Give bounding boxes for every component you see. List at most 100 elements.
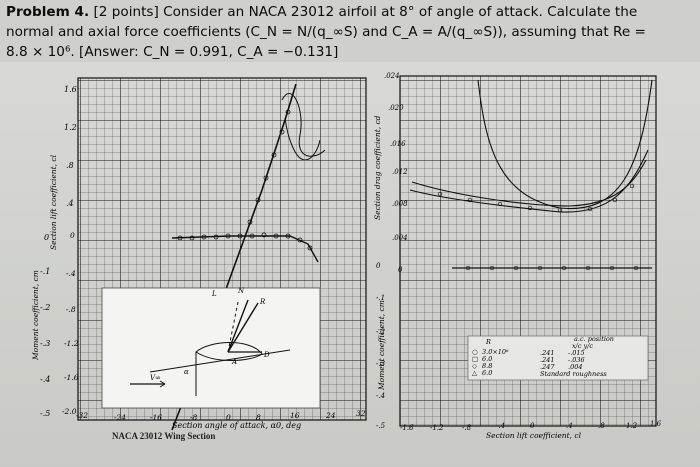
right-tick: .004	[392, 234, 408, 242]
legend-re: 3.0×10⁶	[482, 348, 509, 356]
left-tick: -.4	[40, 375, 50, 384]
left-x-tick: -24	[114, 413, 126, 422]
left-inner-tick: -.8	[66, 305, 76, 314]
right-drag-axis-label: Section drag coefficient, cd	[373, 115, 382, 220]
problem-points: [2 points]	[93, 4, 159, 20]
left-tick: -.5	[40, 409, 50, 418]
left-moment-axis-label: Moment coefficient, cm	[31, 270, 40, 361]
right-tick: .024	[384, 72, 400, 80]
legend-header-ac: a.c. position	[574, 335, 614, 343]
left-x-tick: 24	[325, 411, 336, 420]
right-x-ticks: -1.6 -1.2 -.8 -.4 0 .4 .8 1.2 1.6	[400, 420, 662, 432]
inset-label-R: R	[259, 298, 266, 306]
legend-x: .241	[540, 349, 554, 357]
right-tick: .008	[392, 200, 408, 208]
right-moment-axis-label: Moment coefficient, cm	[377, 300, 386, 391]
inset-label-D: D	[263, 351, 270, 359]
left-inner-ticks: 0 -.4 -.8 -1.2 -1.6 -2.0	[62, 231, 79, 416]
drag-markers	[437, 183, 635, 213]
legend-box	[467, 335, 649, 381]
left-x-tick: 8	[256, 413, 261, 422]
right-moment-tick: -.3	[376, 360, 386, 368]
left-x-ticks: -32 -24 -16 -8 0 8 16 24 32	[76, 409, 366, 422]
right-x-tick: 0	[530, 422, 535, 430]
legend-x: .241	[540, 356, 554, 364]
right-tick: .016	[390, 140, 406, 148]
right-tick: .020	[388, 104, 404, 112]
left-inner-tick: -.4	[66, 269, 76, 278]
legend: R a.c. position x/c y/c ○ 3.0×10⁶ .241 -…	[472, 335, 614, 378]
right-x-tick: 1.2	[626, 422, 638, 430]
moment-markers-right	[465, 265, 639, 271]
left-x-tick: 16	[290, 411, 300, 420]
legend-note: Standard roughness	[540, 370, 607, 378]
problem-label: Problem 4.	[6, 4, 90, 20]
problem-line-2: normal and axial force coefficients (C_N…	[6, 24, 646, 40]
left-inner-tick: -2.0	[62, 407, 77, 416]
left-x-tick: 32	[356, 409, 366, 418]
legend-re: 6.0	[482, 355, 492, 363]
left-inner-tick: -1.6	[64, 373, 79, 382]
airfoil-force-diagram	[101, 287, 321, 409]
left-inner-tick: -1.2	[64, 339, 79, 348]
left-tick: 1.2	[64, 123, 77, 132]
right-x-axis-label: Section lift coefficient, cl	[486, 431, 582, 440]
legend-symbol: ◇	[472, 362, 477, 370]
legend-re: 6.0	[482, 369, 492, 377]
right-tick: 0	[398, 266, 403, 274]
legend-y: -.015	[568, 349, 585, 357]
left-tick: 0	[44, 233, 49, 242]
left-tick: -.2	[40, 303, 50, 312]
right-x-tick: -1.2	[430, 424, 444, 432]
legend-y: .004	[568, 363, 582, 371]
right-tick: .012	[392, 168, 408, 176]
problem-statement: Problem 4. [2 points] Consider an NACA 2…	[6, 2, 696, 62]
left-tick: .8	[66, 161, 74, 170]
left-x-tick: -8	[190, 413, 198, 422]
right-moment-ticks: 0 -.1 -.2 -.3 -.4 -.5	[376, 262, 386, 430]
figure-caption: NACA 23012 Wing Section	[112, 431, 216, 441]
problem-line-3: 8.8 × 10⁶. [Answer: C_N = 0.991, C_A = −…	[6, 44, 339, 60]
legend-header-xy: x/c y/c	[572, 342, 593, 350]
left-lift-axis-label: Section lift coefficient, cl	[49, 154, 58, 250]
right-moment-tick: 0	[376, 262, 381, 270]
right-x-tick: 1.6	[650, 420, 662, 428]
airfoil-sketch	[130, 299, 291, 396]
legend-header-r: R	[485, 338, 491, 346]
lift-curve-stall	[281, 92, 326, 157]
left-x-axis-label: Section angle of attack, α0, deg	[172, 421, 301, 430]
inset-label-N: N	[237, 287, 245, 295]
left-x-tick: -16	[150, 413, 162, 422]
right-x-tick: -.4	[496, 422, 505, 430]
problem-line-1: Problem 4. [2 points] Consider an NACA 2…	[6, 2, 696, 22]
inset-label-alpha: α	[184, 368, 189, 376]
right-x-tick: .8	[598, 422, 605, 430]
left-outer-ticks: 1.6 1.2 .8 .4 0 -.1 -.2 -.3 -.4 -.5	[40, 85, 77, 418]
drag-curve-3	[411, 159, 647, 207]
left-tick: 1.6	[64, 85, 77, 94]
right-x-tick: -1.6	[400, 424, 414, 432]
legend-symbol: ○	[472, 348, 478, 356]
right-x-tick: .4	[566, 422, 573, 430]
right-drag-ticks: .024 .020 .016 .012 .008 .004 0	[384, 72, 408, 274]
inset-label-A: A	[231, 358, 237, 366]
lift-curve-branch	[284, 117, 321, 161]
legend-symbol: □	[472, 355, 478, 363]
moment-curve-markers	[177, 232, 313, 251]
left-tick: .4	[66, 199, 74, 208]
right-moment-tick: -.5	[376, 422, 386, 430]
legend-y: -.036	[568, 356, 585, 364]
legend-symbol: △	[472, 369, 477, 377]
right-moment-tick: -.4	[376, 392, 385, 400]
right-moment-tick: -.1	[376, 294, 385, 302]
right-moment-tick: -.2	[376, 328, 386, 336]
left-x-tick: 0	[226, 413, 231, 422]
inset-label-vinf: V∞	[150, 374, 161, 382]
left-x-tick: -32	[76, 411, 88, 420]
legend-re: 8.8	[482, 362, 492, 370]
legend-x: .247	[540, 363, 555, 371]
left-inner-tick: 0	[70, 231, 75, 240]
right-x-tick: -.8	[462, 424, 472, 432]
inset-label-L: L	[211, 290, 217, 298]
